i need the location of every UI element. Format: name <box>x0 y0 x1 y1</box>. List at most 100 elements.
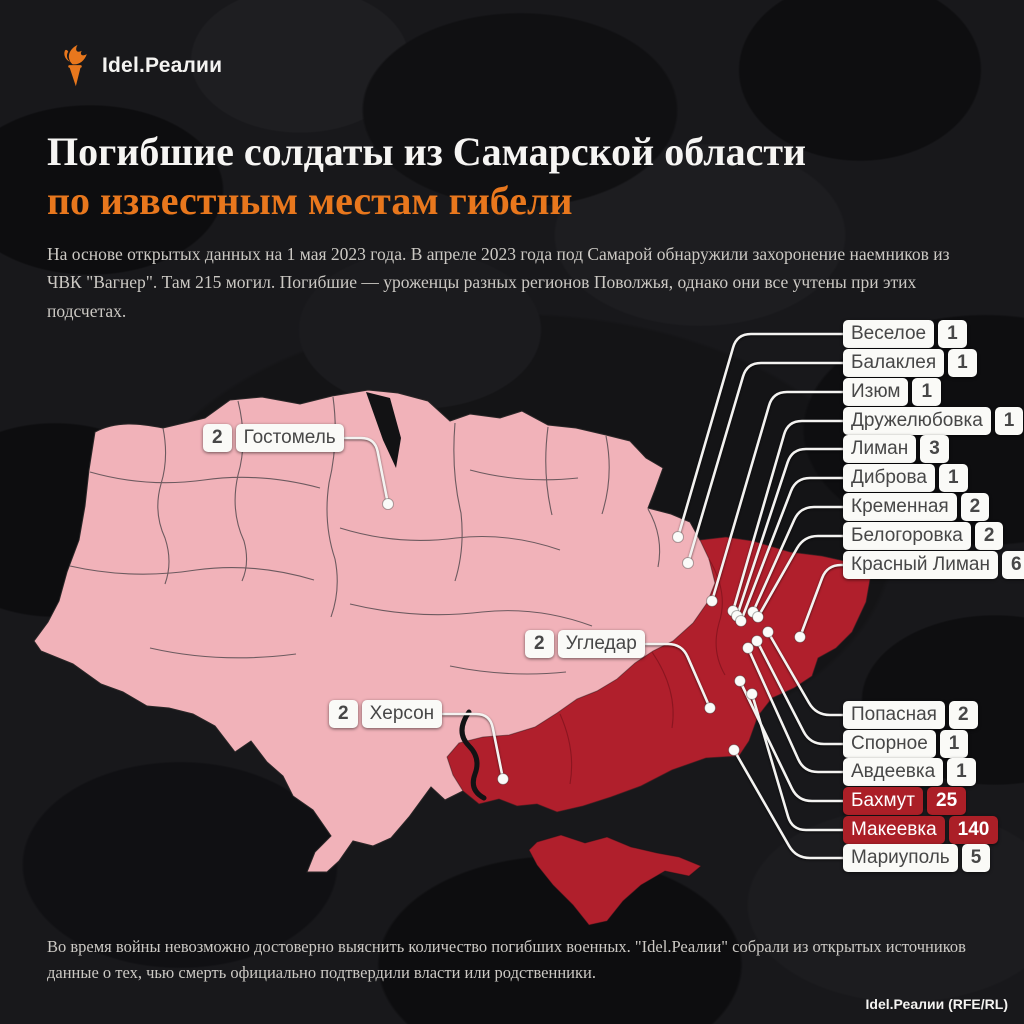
place-name: Кременная <box>843 493 957 521</box>
place-name: Диброва <box>843 464 935 492</box>
leader-line <box>750 692 846 832</box>
map-marker <box>794 631 806 643</box>
map-marker <box>382 498 394 510</box>
place-count: 3 <box>920 435 949 463</box>
map-marker <box>672 531 684 543</box>
place-label: Дружелюбовка 1 <box>843 407 1024 435</box>
place-label: Мариуполь 5 <box>843 844 991 872</box>
place-count: 1 <box>938 320 967 348</box>
leader-line <box>441 712 505 781</box>
oblast-borders <box>69 396 661 675</box>
leader-line <box>686 361 846 565</box>
intro-text: На основе открытых данных на 1 мая 2023 … <box>47 244 950 321</box>
place-count: 1 <box>947 758 976 786</box>
map-marker <box>704 702 716 714</box>
leader-lines <box>343 332 846 860</box>
map-markers <box>382 498 806 785</box>
place-name: Бахмут <box>843 787 924 815</box>
place-label: Балаклея 1 <box>843 349 977 377</box>
map-marker <box>762 626 774 638</box>
place-name: Изюм <box>843 378 909 406</box>
map-marker <box>742 642 754 654</box>
kyiv-reservoir <box>366 392 401 468</box>
map-marker <box>752 611 764 623</box>
place-label: Попасная 2 <box>843 701 978 729</box>
leader-line <box>343 436 390 506</box>
torch-icon <box>64 44 87 87</box>
map-marker <box>746 688 758 700</box>
place-label: Бахмут 25 <box>843 787 967 815</box>
page-title: Погибшие солдаты из Самарской области по… <box>47 128 806 226</box>
place-label: Кременная 2 <box>843 493 990 521</box>
place-label: Изюм 1 <box>843 378 942 406</box>
place-count: 140 <box>948 816 999 844</box>
place-name: Спорное <box>843 730 936 758</box>
map-marker <box>734 675 746 687</box>
place-name: Угледар <box>557 630 645 658</box>
place-count: 1 <box>948 349 977 377</box>
place-count: 1 <box>938 464 968 492</box>
place-name: Дружелюбовка <box>843 407 991 435</box>
place-count: 2 <box>960 493 990 521</box>
map-marker <box>706 595 718 607</box>
place-name: Мариуполь <box>843 844 958 872</box>
title-line-1: Погибшие солдаты из Самарской области <box>47 129 807 174</box>
leader-line <box>738 679 846 803</box>
place-count: 2 <box>329 700 358 728</box>
place-count: 2 <box>974 522 1004 550</box>
logo: Idel.Реалии <box>58 44 222 88</box>
place-name: Веселое <box>843 320 935 348</box>
footer-note: Во время войны невозможно достоверно выя… <box>47 937 966 983</box>
place-label: Авдеевка 1 <box>843 758 976 786</box>
place-count: 25 <box>927 787 967 815</box>
place-name: Макеевка <box>843 816 945 844</box>
title-line-2: по известным местам гибели <box>47 177 573 223</box>
place-name: Авдеевка <box>843 758 944 786</box>
map-marker <box>682 557 694 569</box>
leader-line <box>644 642 712 710</box>
leader-line <box>732 748 846 860</box>
place-label: Веселое 1 <box>843 320 967 348</box>
place-name: Балаклея <box>843 349 945 377</box>
leader-line <box>739 476 846 623</box>
place-count: 6 <box>1001 551 1024 579</box>
map-marker <box>728 744 740 756</box>
place-count: 1 <box>912 378 942 406</box>
place-count: 2 <box>525 630 554 658</box>
leader-line <box>735 447 846 618</box>
place-count: 1 <box>939 730 969 758</box>
place-name: Красный Лиман <box>843 551 998 579</box>
place-name: Гостомель <box>235 424 344 452</box>
place-count: 2 <box>203 424 232 452</box>
leader-line <box>755 639 846 746</box>
place-name: Белогоровка <box>843 522 971 550</box>
leader-line <box>751 505 846 614</box>
place-label: 2 Угледар <box>525 630 645 658</box>
crimea-region <box>528 834 702 926</box>
place-name: Херсон <box>361 700 443 728</box>
leader-line <box>731 419 846 613</box>
leader-line <box>710 390 846 603</box>
map-marker <box>751 635 763 647</box>
place-label: Диброва 1 <box>843 464 968 492</box>
place-count: 2 <box>948 701 978 729</box>
leader-line <box>746 646 846 774</box>
attribution: Idel.Реалии (RFE/RL) <box>865 996 1008 1012</box>
place-label: Красный Лиман 6 <box>843 551 1024 579</box>
leader-line <box>676 332 846 539</box>
place-name: Попасная <box>843 701 945 729</box>
place-count: 1 <box>994 407 1024 435</box>
place-count: 5 <box>961 844 991 872</box>
leader-line <box>766 630 846 717</box>
leader-line <box>756 534 846 619</box>
place-label: 2 Херсон <box>329 700 443 728</box>
dnieper-river <box>459 709 487 801</box>
leader-line <box>798 563 846 639</box>
place-name: Лиман <box>843 435 917 463</box>
place-label: Макеевка 140 <box>843 816 999 844</box>
place-label: Лиман 3 <box>843 435 949 463</box>
place-label: 2 Гостомель <box>203 424 344 452</box>
logo-text: Idel.Реалии <box>102 54 223 77</box>
